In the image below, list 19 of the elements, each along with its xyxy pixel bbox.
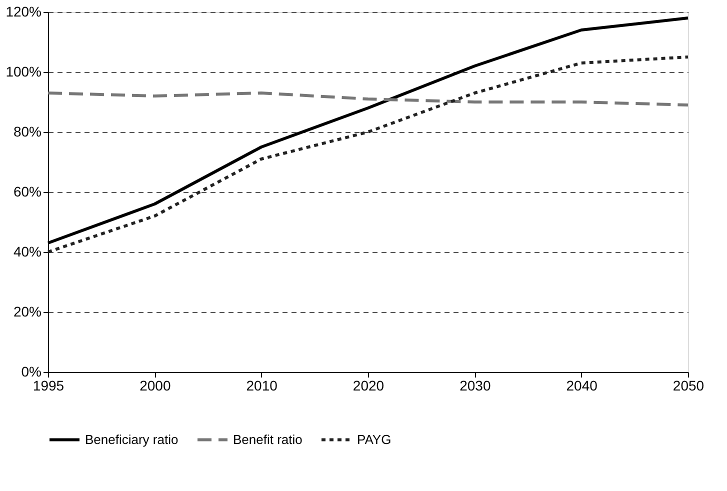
y-tick-label: 120%: [6, 4, 42, 20]
y-tick-label: 100%: [6, 64, 42, 80]
line-series: [46, 92, 690, 106]
y-tick-label: 20%: [13, 304, 42, 320]
legend-label: Benefit ratio: [233, 432, 302, 447]
legend-label: PAYG: [357, 432, 392, 447]
x-tick-label: 2020: [352, 378, 384, 394]
x-tick-label: 2000: [140, 378, 171, 394]
x-tick-label: 2030: [460, 378, 491, 394]
x-tick-label: 1995: [32, 378, 64, 394]
line-series: [46, 56, 690, 254]
y-tick-label: 80%: [13, 124, 42, 140]
y-tick-label: 0%: [21, 364, 42, 380]
y-tick-label: 60%: [13, 184, 42, 200]
x-tick-label: 2040: [566, 378, 598, 394]
x-tick-label: 2010: [246, 378, 278, 394]
y-tick-label: 40%: [13, 244, 42, 260]
x-tick-label: 2050: [672, 378, 704, 394]
legend-label: Beneficiary ratio: [85, 432, 178, 447]
